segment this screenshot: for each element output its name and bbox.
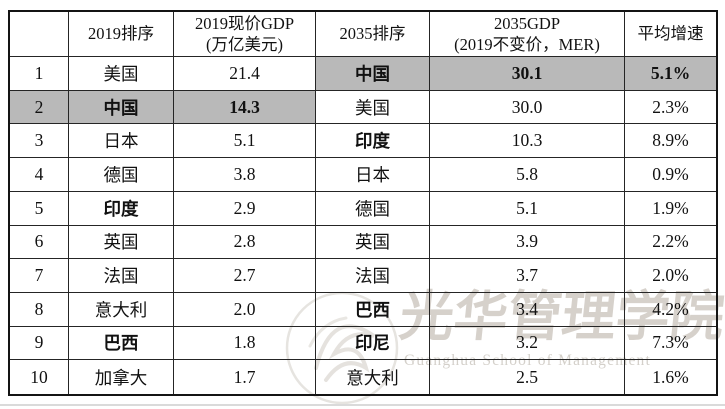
bottom-divider — [0, 404, 725, 406]
rank-cell: 9 — [10, 326, 69, 361]
gdp-2035-cell: 2.5 — [430, 360, 625, 394]
growth-cell: 8.9% — [625, 124, 716, 159]
rank-cell: 10 — [10, 360, 69, 394]
gdp-2019-cell: 2.9 — [174, 191, 316, 226]
gdp-2019-cell: 3.8 — [174, 158, 316, 192]
gdp-2035-cell: 3.7 — [430, 259, 625, 293]
country-2035-cell: 美国 — [316, 90, 430, 125]
growth-cell: 4.2% — [625, 293, 716, 327]
growth-cell: 0.9% — [625, 158, 716, 192]
country-2035-cell: 中国 — [316, 57, 430, 91]
country-2035-cell: 巴西 — [316, 292, 430, 327]
gdp-2019-cell: 2.7 — [174, 259, 316, 293]
guanghua-seal-icon — [285, 291, 399, 405]
gdp-2019-cell: 2.8 — [174, 225, 316, 260]
country-2019-cell: 巴西 — [69, 326, 174, 361]
country-2019-cell: 德国 — [69, 158, 174, 192]
gdp-2035-cell: 30.0 — [430, 90, 625, 125]
growth-cell: 1.6% — [652, 366, 689, 387]
growth-cell: 5.1% — [625, 57, 716, 91]
rank-cell: 1 — [10, 57, 69, 91]
gdp-2019-cell: 5.1 — [174, 124, 316, 159]
country-2035-cell: 法国 — [316, 259, 430, 293]
header-avg-growth: 平均增速 — [625, 12, 716, 57]
country-2019-cell: 意大利 — [69, 292, 174, 327]
gdp-2035-cell: 3.9 — [430, 225, 625, 260]
header-2035-rank: 2035排序 — [316, 12, 430, 57]
rank-cell: 3 — [10, 124, 69, 159]
rank-cell: 2 — [10, 90, 69, 125]
growth-cell: 2.3% — [625, 91, 716, 125]
country-2019-cell: 日本 — [69, 124, 174, 159]
gdp-2035-cell: 3.2 — [430, 326, 625, 361]
country-2035-cell: 意大利 — [316, 360, 430, 394]
rank-cell: 7 — [10, 259, 69, 293]
gdp-2035-cell: 3.4 — [430, 292, 625, 327]
gdp-2035-cell: 30.1 — [430, 57, 625, 91]
growth-cell: 2.0% — [625, 259, 716, 293]
growth-cell: 2.2% — [625, 226, 716, 260]
country-2019-cell: 美国 — [69, 57, 174, 91]
header-blank-cell — [10, 12, 69, 57]
header-2019-gdp-line2: (万亿美元) — [206, 35, 283, 54]
header-2035-gdp-line2: (2019不变价，MER) — [454, 35, 600, 54]
gdp-2035-cell: 5.1 — [430, 191, 625, 226]
country-2035-cell: 英国 — [316, 225, 430, 260]
watermark-english-text: Guanghua School of Management — [404, 352, 652, 369]
header-2019-gdp: 2019现价GDP (万亿美元) — [174, 12, 316, 57]
growth-cell: 1.9% — [625, 192, 716, 226]
header-2035-gdp: 2035GDP (2019不变价，MER) — [430, 12, 625, 57]
growth-cell: 7.3% — [625, 327, 716, 361]
country-2019-cell: 印度 — [69, 191, 174, 226]
country-2035-cell: 日本 — [316, 158, 430, 192]
country-2019-cell: 中国 — [69, 90, 174, 125]
header-2019-gdp-line1: 2019现价GDP — [194, 13, 294, 33]
gdp-2019-cell: 1.8 — [174, 326, 316, 361]
rank-cell: 6 — [10, 225, 69, 260]
gdp-2019-cell: 21.4 — [174, 57, 316, 91]
country-2019-cell: 加拿大 — [69, 360, 174, 394]
country-2019-cell: 英国 — [69, 225, 174, 260]
gdp-2035-cell: 5.8 — [430, 158, 625, 192]
gdp-ranking-table: 2019排序 2019现价GDP (万亿美元) 2035排序 2035GDP (… — [8, 10, 718, 396]
gdp-2035-cell: 10.3 — [430, 124, 625, 159]
gdp-2019-cell: 14.3 — [174, 90, 316, 125]
country-2035-cell: 印度 — [316, 124, 430, 159]
country-2019-cell: 法国 — [69, 259, 174, 293]
rank-cell: 5 — [10, 191, 69, 226]
country-2035-cell: 印尼 — [316, 326, 430, 361]
rank-cell: 8 — [10, 292, 69, 327]
rank-cell: 4 — [10, 158, 69, 192]
country-2035-cell: 德国 — [316, 191, 430, 226]
header-2035-gdp-line1: 2035GDP — [493, 13, 560, 33]
gdp-2019-cell: 2.0 — [174, 292, 316, 327]
header-2019-rank: 2019排序 — [69, 12, 174, 57]
gdp-2019-cell: 1.7 — [174, 360, 316, 394]
